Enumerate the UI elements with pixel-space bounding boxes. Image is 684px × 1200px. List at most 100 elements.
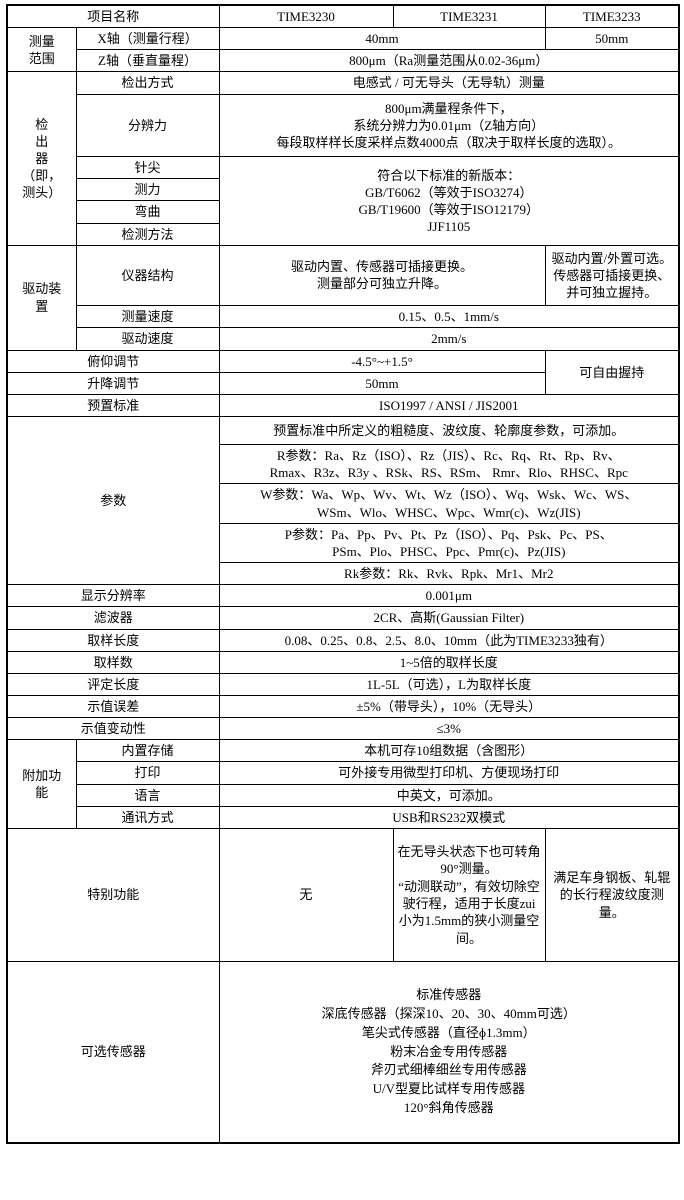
category-detector: 检 出 器 （即， 测头） xyxy=(6,71,77,246)
value-z-axis: 800μm（Ra测量范围从0.02-36μm） xyxy=(218,49,680,73)
value-filter: 2CR、高斯(Gaussian Filter) xyxy=(218,606,680,630)
value-pitch-adjust: -4.5°~+1.5° xyxy=(218,349,546,373)
category-special-function: 特别功能 xyxy=(6,827,220,962)
value-display-resolution: 0.001μm xyxy=(218,584,680,608)
row-evaluation-length: 评定长度 1L-5L（可选），L为取样长度 xyxy=(6,672,680,697)
value-params-w-line1: W参数：Wa、Wp、Wv、Wt、Wz（ISO）、Wq、Wsk、Wc、WS、 xyxy=(260,487,638,503)
value-print: 可外接专用微型打印机、方便现场打印 xyxy=(218,761,680,785)
value-instrument-structure-line2: 测量部分可独立升降。 xyxy=(317,276,448,292)
value-language: 中英文，可添加。 xyxy=(218,783,680,807)
category-detector-line4: （即， xyxy=(22,168,62,184)
value-standards: 符合以下标准的新版本： GB/T6062（等效于ISO3274） GB/T196… xyxy=(218,156,680,246)
value-special-3231: 在无导头状态下也可转角90°测量。 “动测联动”，有效切除空驶行程，适用于长度z… xyxy=(392,827,546,962)
value-detection-method: 电感式 / 可无导头（无导轨）测量 xyxy=(218,71,680,95)
row-drive-speed: 驱动速度 2mm/s xyxy=(7,327,680,351)
row-filter: 滤波器 2CR、高斯(Gaussian Filter) xyxy=(6,606,680,630)
row-label-display-resolution: 显示分辨率 xyxy=(6,584,220,608)
value-params-intro: 预置标准中所定义的粗糙度、波纹度、轮廓度参数，可添加。 xyxy=(218,415,680,446)
row-indication-variability: 示值变动性 ≤3% xyxy=(6,717,680,741)
category-additional-functions: 附加功 能 xyxy=(6,739,77,829)
row-label-measuring-speed: 测量速度 xyxy=(75,305,220,329)
row-label-instrument-structure: 仪器结构 xyxy=(75,244,220,307)
value-indication-error: ±5%（带导头），10%（无导头） xyxy=(218,694,680,719)
value-params-r-line1: R参数：Ra、Rz（ISO）、Rz（JIS）、Rc、Rq、Rt、Rp、Rv、 xyxy=(276,448,621,464)
row-label-communication: 通讯方式 xyxy=(75,805,220,829)
row-params-w: W参数：Wa、Wp、Wv、Wt、Wz（ISO）、Wq、Wsk、Wc、WS、 WS… xyxy=(7,483,680,524)
value-special-3231-line2: “动测联动”，有效切除空驶行程，适用于长度zui小为1.5mm的狭小测量空间。 xyxy=(398,878,540,946)
optional-sensor-line-2: 深底传感器（探深10、20、30、40mm可选） xyxy=(321,1005,576,1021)
value-internal-storage: 本机可存10组数据（含图形） xyxy=(218,739,680,763)
row-params-intro: 参数 预置标准中所定义的粗糙度、波纹度、轮廓度参数，可添加。 xyxy=(6,415,680,586)
value-instrument-structure: 驱动内置、传感器可插接更换。 测量部分可独立升降。 xyxy=(218,244,546,307)
row-print: 打印 可外接专用微型打印机、方便现场打印 xyxy=(7,761,680,785)
value-free-hold: 可自由握持 xyxy=(544,349,680,395)
row-label-bending: 弯曲 xyxy=(75,200,220,224)
header-model-time3230: TIME3230 xyxy=(218,4,394,29)
value-instrument-structure-3233: 驱动内置/外置可选。传感器可插接更换、并可独立握持。 xyxy=(544,244,680,307)
row-label-language: 语言 xyxy=(75,783,220,807)
row-resolution: 分辨力 800μm满量程条件下， 系统分辨力为0.01μm（Z轴方向） 每段取样… xyxy=(7,93,680,158)
value-lift-adjust: 50mm xyxy=(218,371,546,395)
value-optional-sensors: 标准传感器 深底传感器（探深10、20、30、40mm可选） 笔尖式传感器（直径… xyxy=(218,960,680,1144)
value-x-axis-40mm: 40mm xyxy=(218,27,546,51)
category-measuring-range-line1: 测量 xyxy=(28,33,55,49)
row-indication-error: 示值误差 ±5%（带导头），10%（无导头） xyxy=(6,694,680,719)
optional-sensor-line-6: U/V型夏比试样专用传感器 xyxy=(372,1081,525,1097)
row-label-sampling-length: 取样长度 xyxy=(6,628,220,652)
category-drive-unit: 驱动装 置 xyxy=(6,244,77,351)
value-params-r: R参数：Ra、Rz（ISO）、Rz（JIS）、Rc、Rq、Rt、Rp、Rv、 R… xyxy=(218,444,680,485)
value-special-3233: 满足车身钢板、轧辊的长行程波纹度测量。 xyxy=(544,827,680,962)
value-resolution-line2: 系统分辨力为0.01μm（Z轴方向） xyxy=(353,117,545,133)
row-optional-sensors: 可选传感器 标准传感器 深底传感器（探深10、20、30、40mm可选） 笔尖式… xyxy=(6,960,680,1144)
optional-sensor-line-3: 笔尖式传感器（直径ɸ1.3mm） xyxy=(361,1024,536,1040)
value-params-p-line1: P参数：Pa、Pp、Pv、Pt、Pz（ISO）、Pq、Psk、Pc、PS、 xyxy=(284,526,613,542)
value-sampling-number: 1~5倍的取样长度 xyxy=(218,650,680,674)
value-standards-line4: JJF1105 xyxy=(427,219,471,235)
row-sampling-number: 取样数 1~5倍的取样长度 xyxy=(6,650,680,674)
value-standards-line1: 符合以下标准的新版本： xyxy=(377,167,521,183)
row-measuring-speed: 测量速度 0.15、0.5、1mm/s xyxy=(7,305,680,329)
value-x-axis-50mm: 50mm xyxy=(544,27,680,51)
optional-sensor-line-1: 标准传感器 xyxy=(416,986,482,1002)
row-params-p: P参数：Pa、Pp、Pv、Pt、Pz（ISO）、Pq、Psk、Pc、PS、 PS… xyxy=(7,522,680,564)
row-z-axis: Z轴（垂直量程） 800μm（Ra测量范围从0.02-36μm） xyxy=(7,49,680,73)
row-label-stylus-tip: 针尖 xyxy=(75,156,220,180)
header-model-time3231: TIME3231 xyxy=(392,4,546,29)
category-measuring-range-line2: 范围 xyxy=(28,50,55,66)
value-indication-variability: ≤3% xyxy=(218,717,680,741)
row-label-print: 打印 xyxy=(75,761,220,785)
value-standards-line3: GB/T19600（等效于ISO12179） xyxy=(358,201,540,217)
value-special-3230: 无 xyxy=(218,827,394,962)
row-label-detection-method: 检出方式 xyxy=(75,71,220,95)
value-measuring-speed: 0.15、0.5、1mm/s xyxy=(218,305,680,329)
value-resolution-line3: 每段取样样长度采样点数4000点（取决于取样长度的选取）。 xyxy=(276,134,622,150)
row-display-resolution: 显示分辨率 0.001μm xyxy=(6,584,680,608)
row-x-axis: 测量 范围 X轴（测量行程） 40mm 50mm xyxy=(6,27,680,73)
row-label-drive-speed: 驱动速度 xyxy=(75,327,220,351)
category-drive-unit-line1: 驱动装 xyxy=(22,281,62,297)
row-sampling-length: 取样长度 0.08、0.25、0.8、2.5、8.0、10mm（此为TIME32… xyxy=(6,628,680,652)
optional-sensor-line-5: 斧刃式细棒细丝专用传感器 xyxy=(370,1062,527,1078)
row-label-measuring-force: 测力 xyxy=(75,178,220,202)
row-label-test-method: 检测方法 xyxy=(75,222,220,246)
header-item-name: 项目名称 xyxy=(6,4,220,29)
row-lift-adjust: 升降调节 50mm xyxy=(6,371,679,395)
row-label-lift-adjust: 升降调节 xyxy=(6,371,220,395)
optional-sensor-line-7: 120°斜角传感器 xyxy=(403,1100,494,1116)
row-label-evaluation-length: 评定长度 xyxy=(6,672,220,697)
row-label-resolution: 分辨力 xyxy=(75,93,220,158)
value-special-3231-line1: 在无导头状态下也可转角90°测量。 xyxy=(397,843,541,877)
category-parameters: 参数 xyxy=(6,415,220,586)
category-optional-sensors: 可选传感器 xyxy=(6,960,220,1144)
row-language: 语言 中英文，可添加。 xyxy=(7,783,680,807)
value-params-r-line2: Rmax、R3z、R3y 、RSk、RS、RSm、 Rmr、Rlo、RHSC、R… xyxy=(269,465,628,481)
optional-sensor-line-4: 粉末冶金专用传感器 xyxy=(390,1043,508,1059)
row-label-pitch-adjust: 俯仰调节 xyxy=(6,349,220,373)
value-resolution-line1: 800μm满量程条件下， xyxy=(384,100,513,116)
category-additional-functions-line2: 能 xyxy=(35,785,49,801)
value-instrument-structure-line1: 驱动内置、传感器可插接更换。 xyxy=(291,259,474,275)
row-preset-standard: 预置标准 ISO1997 / ANSI / JIS2001 xyxy=(6,393,680,417)
value-standards-line2: GB/T6062（等效于ISO3274） xyxy=(364,184,533,200)
row-label-preset-standard: 预置标准 xyxy=(6,393,220,417)
